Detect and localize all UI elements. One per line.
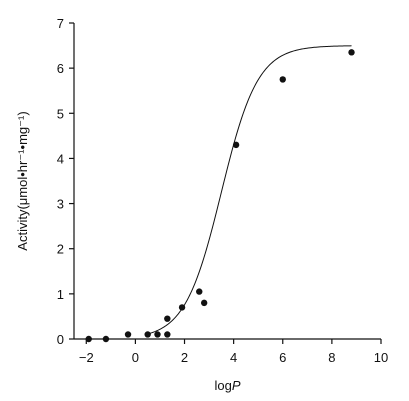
y-tick-label: 2 xyxy=(57,242,64,257)
x-tick-label: 2 xyxy=(181,350,188,365)
data-point xyxy=(154,331,161,338)
y-tick-label: 7 xyxy=(57,16,64,31)
x-tick-label: −2 xyxy=(79,350,94,365)
data-point xyxy=(279,76,286,83)
data-point xyxy=(348,49,355,56)
x-axis-ticks: −2 0 2 4 6 8 10 xyxy=(79,339,388,365)
x-tick-label: 4 xyxy=(230,350,237,365)
sigmoid-fit-curve xyxy=(147,45,352,335)
data-point xyxy=(164,315,171,322)
data-points xyxy=(85,49,355,343)
y-tick-label: 6 xyxy=(57,61,64,76)
data-point xyxy=(85,335,92,343)
data-point xyxy=(144,331,151,338)
x-tick-label: 10 xyxy=(374,350,388,365)
x-tick-label: 6 xyxy=(279,350,286,365)
y-tick-label: 4 xyxy=(57,151,64,166)
y-tick-label: 5 xyxy=(57,106,64,121)
x-tick-label: 0 xyxy=(132,350,139,365)
x-tick-label: 8 xyxy=(328,350,335,365)
y-tick-label: 3 xyxy=(57,197,64,212)
data-point xyxy=(196,288,203,295)
data-point xyxy=(124,331,132,338)
y-tick-label: 0 xyxy=(57,332,64,347)
data-point xyxy=(102,335,110,343)
x-axis-title: logP xyxy=(214,378,240,393)
y-tick-label: 1 xyxy=(57,287,64,302)
y-axis-ticks: 0 1 2 3 4 5 6 7 xyxy=(57,16,74,347)
data-point xyxy=(200,299,208,307)
x-axis-title-base: log xyxy=(214,378,231,393)
y-axis-title: Activity(μmol•hr⁻¹•mg⁻¹) xyxy=(15,111,30,250)
data-point xyxy=(164,331,171,338)
axes xyxy=(73,23,381,340)
data-point xyxy=(178,304,186,311)
data-point xyxy=(232,141,240,149)
x-axis-title-italic: P xyxy=(232,378,241,393)
